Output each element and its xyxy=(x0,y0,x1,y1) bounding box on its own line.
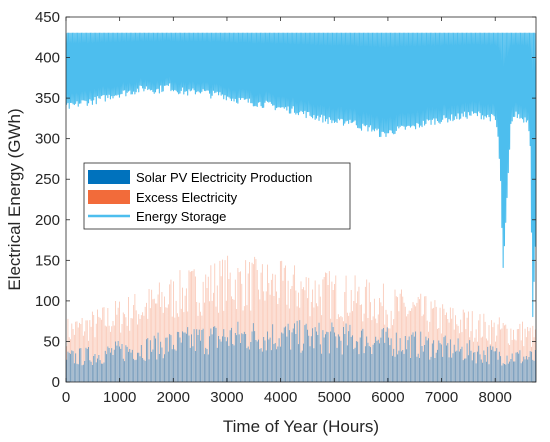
y-tick-label: 150 xyxy=(35,252,60,269)
x-tick-label: 7000 xyxy=(425,389,458,406)
series-solar-pv-production xyxy=(66,320,536,382)
y-tick-label: 250 xyxy=(35,171,60,188)
legend-swatch xyxy=(88,170,130,184)
x-axis-title: Time of Year (Hours) xyxy=(223,417,379,436)
y-tick-label: 300 xyxy=(35,131,60,148)
legend: Solar PV Electricity Production Excess El… xyxy=(83,162,351,230)
x-tick-label: 0 xyxy=(62,389,70,406)
x-tick-label: 3000 xyxy=(210,389,243,406)
y-tick-label: 200 xyxy=(35,212,60,229)
y-tick-label: 400 xyxy=(35,50,60,67)
x-tick-label: 5000 xyxy=(318,389,351,406)
x-axis: 0 1000 2000 3000 4000 5000 6000 7000 8000 xyxy=(62,17,512,406)
x-tick-label: 1000 xyxy=(103,389,136,406)
series-energy-storage xyxy=(66,32,536,318)
x-tick-label: 2000 xyxy=(157,389,190,406)
y-tick-label: 0 xyxy=(52,374,60,391)
y-tick-label: 100 xyxy=(35,293,60,310)
y-axis-title: Electrical Energy (GWh) xyxy=(5,108,24,290)
legend-label: Solar PV Electricity Production xyxy=(136,170,312,185)
x-tick-label: 6000 xyxy=(371,389,404,406)
y-axis: 0 50 100 150 200 250 300 350 400 450 xyxy=(35,9,536,391)
x-tick-label: 4000 xyxy=(264,389,297,406)
legend-label: Excess Electricity xyxy=(136,190,238,205)
y-tick-label: 450 xyxy=(35,9,60,26)
legend-label: Energy Storage xyxy=(136,209,226,224)
y-tick-label: 50 xyxy=(43,333,60,350)
y-tick-label: 350 xyxy=(35,90,60,107)
legend-swatch xyxy=(88,190,130,204)
plot-frame xyxy=(65,16,537,383)
plot-series xyxy=(66,32,536,382)
x-tick-label: 8000 xyxy=(479,389,512,406)
